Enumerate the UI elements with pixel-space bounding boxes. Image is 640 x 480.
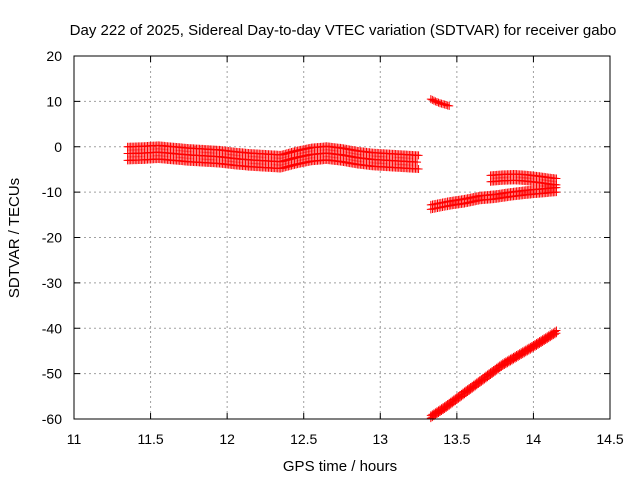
plus-mark	[414, 151, 423, 160]
y-tick-label: -40	[42, 320, 62, 336]
x-tick-label: 11	[67, 431, 82, 447]
plus-mark	[445, 101, 454, 110]
grid-lines	[74, 56, 610, 419]
y-tick-label: 20	[46, 48, 62, 64]
series-track-5	[426, 326, 561, 423]
y-tick-label: 10	[46, 93, 62, 109]
x-tick-label: 14.5	[596, 431, 623, 447]
y-tick-label: 0	[54, 139, 62, 155]
plus-mark	[552, 329, 561, 338]
y-tick-label: -20	[42, 230, 62, 246]
y-tick-labels: 20 10 0 -10 -20 -30 -40 -50 -60	[42, 48, 62, 427]
y-tick-label: -60	[42, 411, 62, 427]
series-track-1	[123, 141, 423, 173]
plot-frame	[73, 55, 611, 420]
x-tick-label: 12.5	[290, 431, 317, 447]
x-tick-label: 14	[526, 431, 542, 447]
x-axis-label: GPS time / hours	[283, 458, 397, 475]
x-tick-labels: 11 11.5 12 12.5 13 13.5 14 14.5	[67, 431, 624, 447]
y-tick-label: -10	[42, 184, 62, 200]
plus-mark	[550, 330, 559, 339]
plus-mark	[414, 164, 423, 173]
plus-mark	[413, 158, 422, 167]
data-points	[123, 95, 561, 423]
series-track-4	[486, 169, 561, 189]
x-tick-label: 13.5	[443, 431, 470, 447]
y-tick-label: -50	[42, 366, 62, 382]
x-tick-label: 13	[372, 431, 388, 447]
x-tick-label: 11.5	[137, 431, 163, 447]
y-axis-label: SDTVAR / TECUs	[6, 178, 23, 298]
plus-mark	[552, 188, 561, 197]
series-track-2	[426, 95, 454, 110]
chart-title: Day 222 of 2025, Sidereal Day-to-day VTE…	[70, 22, 617, 39]
x-tick-label: 12	[219, 431, 235, 447]
plus-mark	[552, 180, 561, 189]
y-tick-label: -30	[42, 275, 62, 291]
